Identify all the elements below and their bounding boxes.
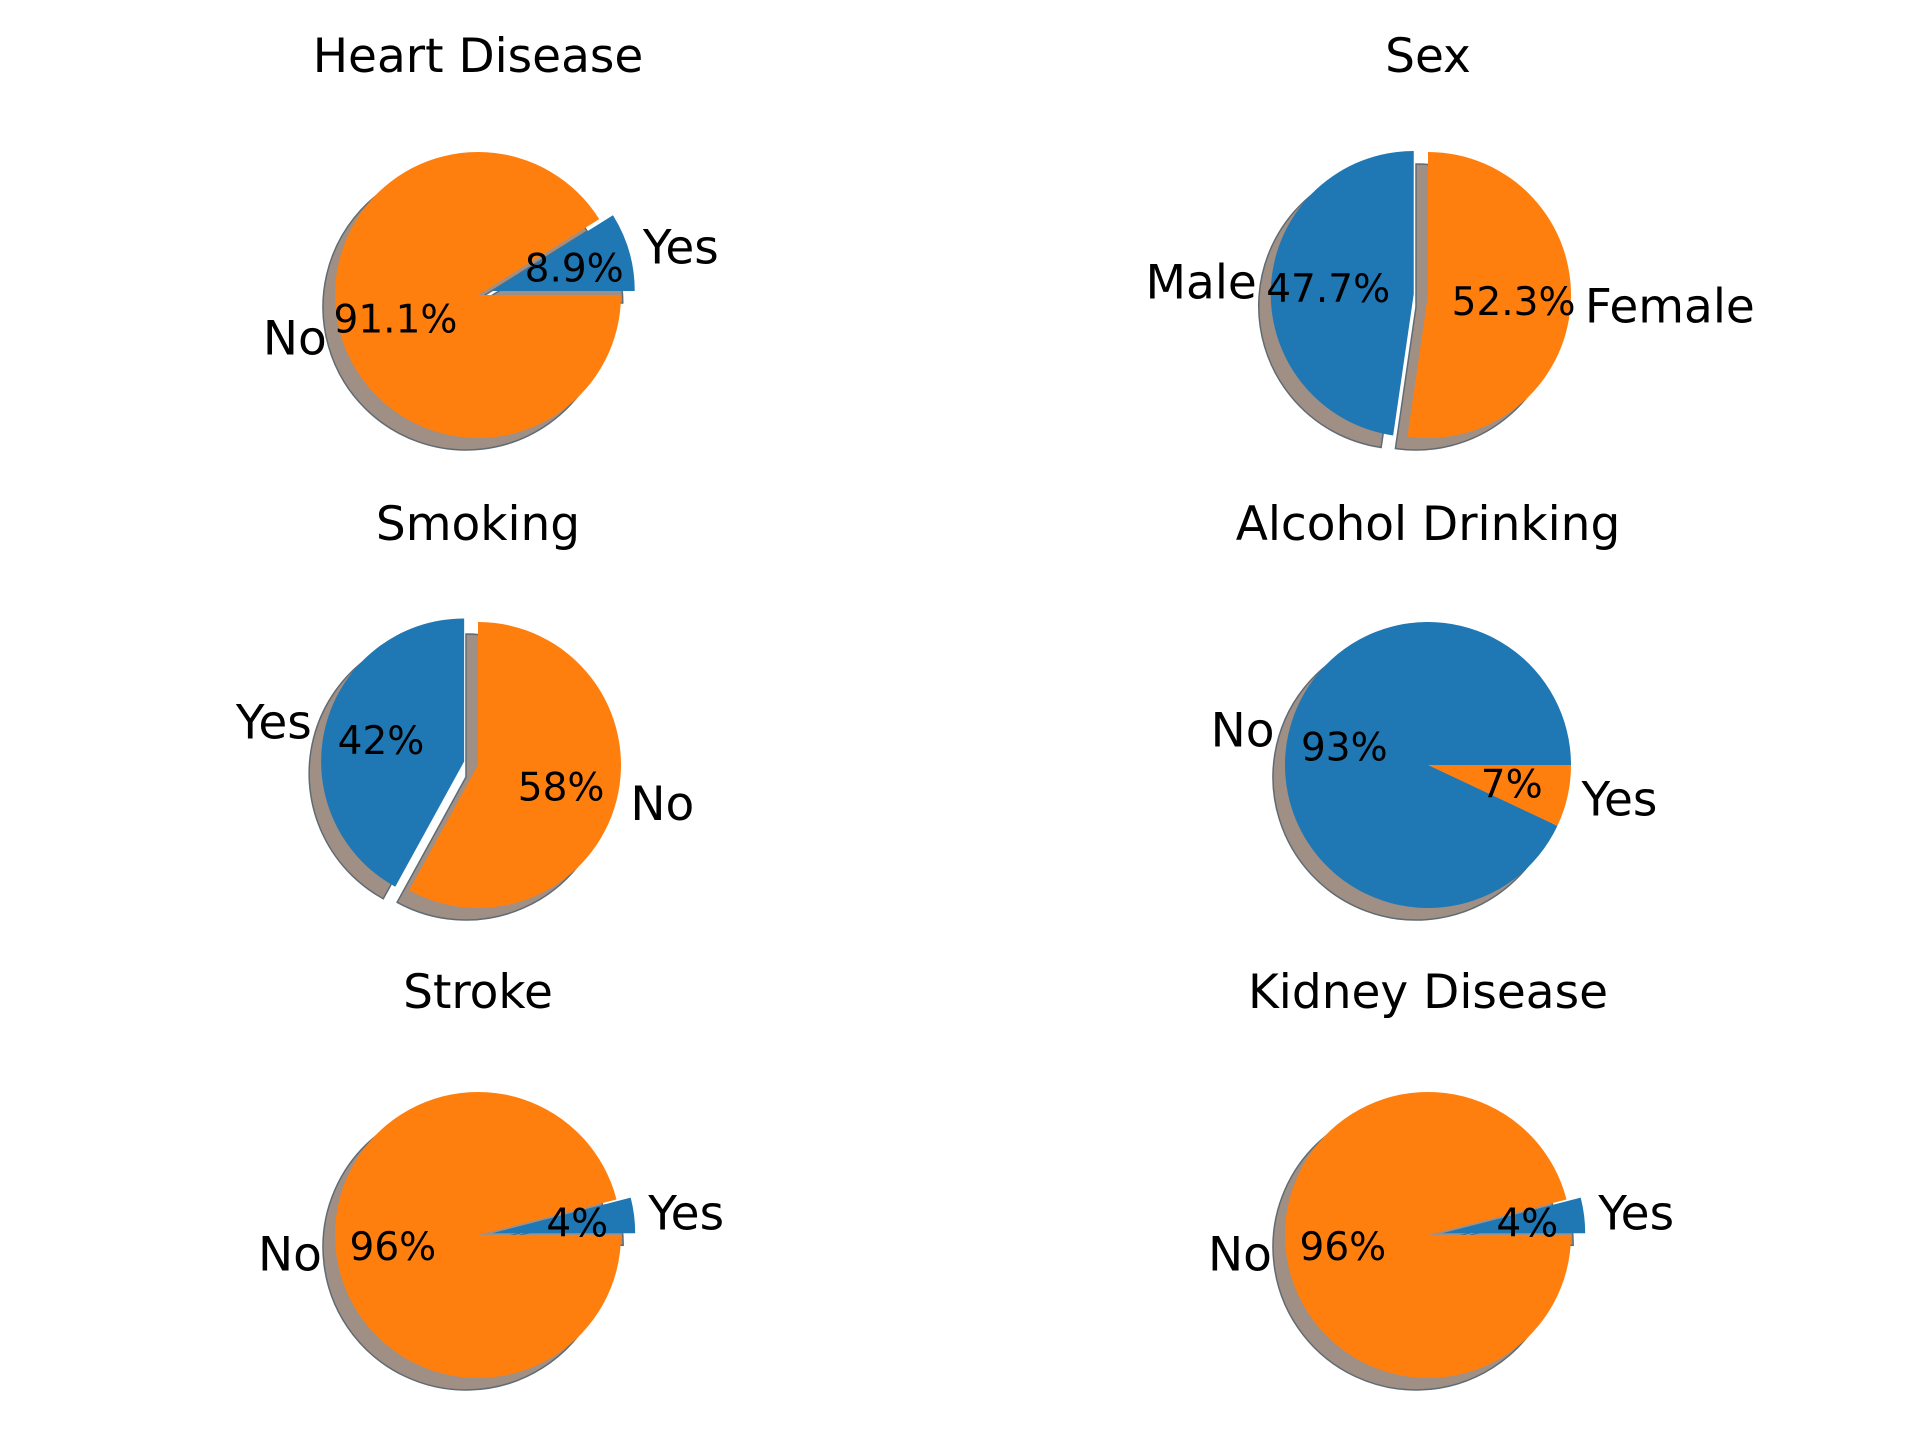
slice-label-stroke-yes: Yes	[647, 1187, 724, 1242]
pie-chart-smoking: Smoking 42% Yes 58% No	[235, 497, 694, 921]
slice-alcohol-drinking-no	[1285, 622, 1571, 909]
pct-label-stroke-yes: 4%	[546, 1202, 608, 1247]
pie-chart-kidney-disease: Kidney Disease 4% Yes 96% No	[1208, 965, 1674, 1391]
slice-label-heart-disease-no: No	[263, 311, 327, 366]
pct-label-kidney-disease-yes: 4%	[1496, 1202, 1558, 1247]
pie-chart-alcohol-drinking: Alcohol Drinking 93% No 7% Yes	[1211, 497, 1658, 921]
chart-title-sex: Sex	[1385, 29, 1471, 84]
chart-title-alcohol-drinking: Alcohol Drinking	[1236, 497, 1621, 552]
slice-label-stroke-no: No	[258, 1228, 322, 1283]
pie-chart-stroke: Stroke 4% Yes 96% No	[258, 965, 724, 1391]
slice-kidney-disease-no	[1284, 1091, 1571, 1378]
slice-stroke-no	[334, 1091, 621, 1378]
pct-label-sex-male: 47.7%	[1266, 267, 1390, 312]
pct-label-heart-disease-no: 91.1%	[334, 298, 458, 343]
slice-label-sex-female: Female	[1585, 279, 1755, 334]
chart-title-smoking: Smoking	[376, 497, 580, 552]
pct-label-smoking-yes: 42%	[338, 719, 425, 764]
pct-label-smoking-no: 58%	[518, 765, 605, 810]
slice-smoking-yes	[321, 618, 465, 887]
slice-label-smoking-yes: Yes	[235, 695, 312, 750]
slice-sex-male	[1270, 150, 1414, 436]
pie-chart-sex: Sex 47.7%Male 52.3% Female	[1145, 29, 1755, 451]
pct-label-stroke-no: 96%	[350, 1225, 437, 1270]
slice-label-heart-disease-yes: Yes	[642, 221, 719, 276]
slice-label-alcohol-drinking-yes: Yes	[1581, 772, 1658, 827]
slice-kidney-disease-yes	[1442, 1197, 1586, 1234]
chart-title-stroke: Stroke	[403, 965, 553, 1020]
pct-label-alcohol-drinking-yes: 7%	[1481, 763, 1543, 808]
pie-chart-heart-disease: Heart Disease 8.9% Yes 91.1%No	[263, 29, 719, 451]
slice-label-kidney-disease-no: No	[1208, 1228, 1272, 1283]
chart-title-kidney-disease: Kidney Disease	[1248, 965, 1608, 1020]
pct-label-kidney-disease-no: 96%	[1300, 1225, 1387, 1270]
slice-label-smoking-no: No	[630, 777, 694, 832]
slice-sex-female	[1407, 152, 1571, 438]
slice-heart-disease-no	[335, 151, 621, 438]
slice-label-alcohol-drinking-no: No	[1211, 704, 1275, 759]
pct-label-alcohol-drinking-no: 93%	[1301, 725, 1388, 770]
slice-smoking-no	[409, 622, 622, 909]
pct-label-heart-disease-yes: 8.9%	[525, 246, 624, 291]
slice-label-kidney-disease-yes: Yes	[1597, 1187, 1674, 1242]
slice-heart-disease-yes	[491, 215, 635, 292]
slice-stroke-yes	[492, 1197, 636, 1234]
pct-label-sex-female: 52.3%	[1452, 280, 1576, 325]
chart-title-heart-disease: Heart Disease	[313, 29, 644, 84]
slice-label-sex-male: Male	[1145, 256, 1256, 311]
slice-alcohol-drinking-yes	[1428, 765, 1571, 826]
